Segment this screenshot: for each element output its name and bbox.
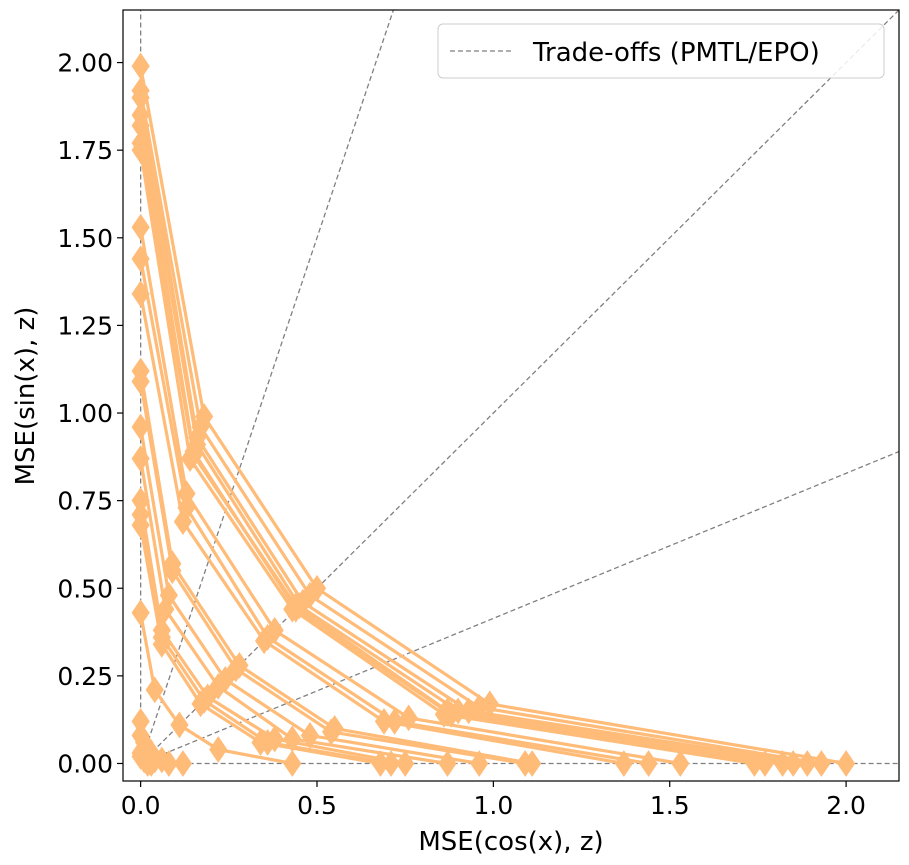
- front-point: [131, 368, 150, 395]
- y-tick-label: 0.00: [57, 749, 113, 778]
- x-tick-label: 0.5: [297, 791, 337, 820]
- front-point: [156, 595, 175, 623]
- front-point: [516, 750, 535, 777]
- front-point: [209, 736, 228, 763]
- front-point: [131, 445, 150, 472]
- front-point: [131, 136, 150, 164]
- front-point: [152, 630, 171, 658]
- front-point: [209, 672, 228, 700]
- y-tick-label: 0.75: [57, 487, 113, 516]
- front-point: [614, 750, 633, 777]
- y-tick-label: 1.75: [57, 136, 113, 165]
- front-point: [374, 708, 394, 735]
- x-axis-ticks: 0.0 0.5 1.0 1.5 2.0: [121, 781, 866, 820]
- front-point: [159, 750, 178, 777]
- front-point: [434, 701, 454, 728]
- front-point: [131, 413, 150, 441]
- y-axis-ticks: 0.00 0.25 0.50 0.75 1.00 1.25 1.50 1.75 2.00: [57, 49, 123, 778]
- y-tick-label: 1.50: [57, 224, 113, 253]
- front-point: [283, 750, 302, 777]
- legend-box: [437, 23, 885, 79]
- front-point: [131, 599, 150, 627]
- front-point: [438, 750, 457, 777]
- front-point: [145, 676, 164, 704]
- front-point: [639, 750, 658, 777]
- front-point: [251, 729, 270, 756]
- legend: Trade-offs (PMTL/EPO): [437, 23, 885, 79]
- plot-frame: [122, 9, 900, 782]
- front-point: [191, 690, 210, 718]
- legend-label: Trade-offs (PMTL/EPO): [532, 38, 820, 68]
- tradeoff-line: [140, 450, 899, 765]
- front-point: [396, 750, 415, 777]
- front-point: [836, 750, 856, 777]
- front-point: [173, 508, 193, 536]
- x-tick-label: 2.0: [826, 791, 866, 820]
- front-point: [254, 627, 274, 655]
- x-tick-label: 0.0: [121, 791, 161, 820]
- front-point: [226, 655, 245, 683]
- front-point: [798, 750, 817, 777]
- front-point: [671, 750, 690, 777]
- front-point: [142, 750, 161, 777]
- front-point: [322, 718, 341, 746]
- front-point: [283, 595, 302, 623]
- front-point: [180, 445, 200, 472]
- front-point: [300, 722, 320, 749]
- front-point: [773, 750, 792, 777]
- front-point: [399, 704, 418, 732]
- front-point: [163, 557, 182, 585]
- y-tick-label: 0.50: [57, 574, 113, 603]
- front-point: [173, 750, 193, 777]
- y-tick-label: 0.25: [57, 662, 113, 691]
- front-point: [470, 750, 489, 777]
- front-point: [131, 511, 150, 539]
- tradeoff-line: [140, 10, 395, 764]
- front-point: [131, 280, 150, 308]
- x-tick-label: 1.0: [473, 791, 513, 820]
- front-point: [170, 711, 189, 739]
- front-point: [371, 750, 390, 777]
- front-point: [745, 750, 764, 777]
- y-tick-label: 1.25: [57, 311, 113, 340]
- front-markers: [131, 52, 856, 777]
- y-tick-label: 1.00: [57, 399, 113, 428]
- y-tick-label: 2.00: [57, 49, 113, 78]
- x-tick-label: 1.5: [650, 791, 690, 820]
- x-axis-label: MSE(cos(x), z): [418, 827, 603, 857]
- front-point: [131, 245, 150, 273]
- y-axis-label: MSE(sin(x), z): [11, 307, 41, 486]
- front-point: [131, 213, 150, 241]
- front-point: [812, 750, 831, 777]
